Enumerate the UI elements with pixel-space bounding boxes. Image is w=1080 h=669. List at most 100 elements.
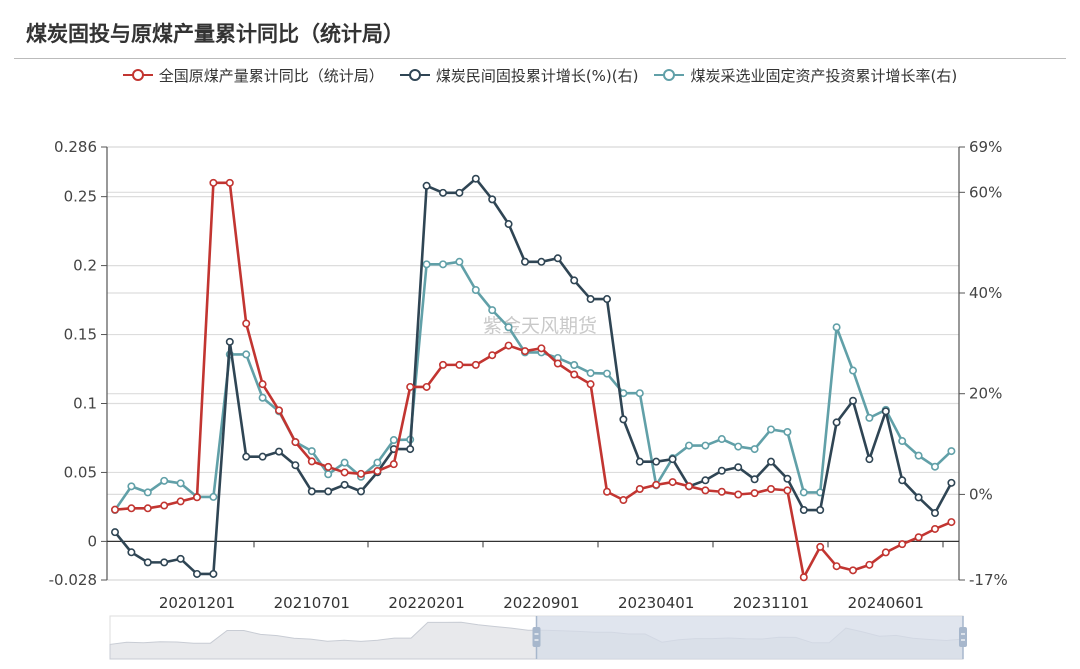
data-point[interactable] — [471, 285, 480, 294]
data-point[interactable] — [898, 540, 907, 549]
data-point[interactable] — [242, 452, 251, 461]
data-point[interactable] — [717, 487, 726, 496]
data-point[interactable] — [340, 458, 349, 467]
data-point[interactable] — [750, 475, 759, 484]
data-point[interactable] — [422, 181, 431, 190]
data-point[interactable] — [160, 558, 169, 567]
data-point[interactable] — [766, 484, 775, 493]
data-zoom-end-handle[interactable] — [959, 627, 967, 647]
data-point[interactable] — [520, 257, 529, 266]
data-point[interactable] — [668, 478, 677, 487]
data-point[interactable] — [176, 497, 185, 506]
data-point[interactable] — [324, 462, 333, 471]
data-point[interactable] — [865, 413, 874, 422]
data-point[interactable] — [701, 486, 710, 495]
legend-item-private-investment[interactable]: 煤炭民间固投累计增长(%)(右) — [399, 65, 638, 86]
data-point[interactable] — [340, 468, 349, 477]
data-point[interactable] — [865, 455, 874, 464]
data-point[interactable] — [520, 347, 529, 356]
data-point[interactable] — [914, 493, 923, 502]
data-point[interactable] — [324, 487, 333, 496]
data-point[interactable] — [176, 554, 185, 563]
data-point[interactable] — [668, 455, 677, 464]
data-point[interactable] — [193, 569, 202, 578]
data-zoom-start-handle[interactable] — [532, 627, 541, 647]
data-point[interactable] — [160, 501, 169, 510]
data-point[interactable] — [324, 470, 333, 479]
data-point[interactable] — [291, 438, 300, 447]
data-point[interactable] — [406, 445, 415, 454]
data-point[interactable] — [127, 548, 136, 557]
data-point[interactable] — [438, 188, 447, 197]
data-point[interactable] — [684, 482, 693, 491]
data-point[interactable] — [553, 359, 562, 368]
data-point[interactable] — [422, 260, 431, 269]
data-point[interactable] — [176, 479, 185, 488]
data-point[interactable] — [258, 393, 267, 402]
data-point[interactable] — [422, 382, 431, 391]
data-point[interactable] — [127, 482, 136, 491]
data-point[interactable] — [799, 573, 808, 582]
data-point[interactable] — [635, 484, 644, 493]
data-point[interactable] — [799, 488, 808, 497]
data-point[interactable] — [356, 487, 365, 496]
data-point[interactable] — [734, 442, 743, 451]
data-point[interactable] — [799, 506, 808, 515]
data-point[interactable] — [455, 360, 464, 369]
data-point[interactable] — [340, 480, 349, 489]
data-zoom-slider[interactable] — [109, 615, 967, 660]
data-point[interactable] — [242, 350, 251, 359]
data-point[interactable] — [701, 441, 710, 450]
data-point[interactable] — [865, 560, 874, 569]
data-point[interactable] — [602, 369, 611, 378]
legend-item-mining-fai[interactable]: 煤炭采选业固定资产投资累计增长率(右) — [654, 65, 957, 86]
data-point[interactable] — [455, 188, 464, 197]
data-point[interactable] — [602, 487, 611, 496]
data-point[interactable] — [898, 437, 907, 446]
data-point[interactable] — [455, 257, 464, 266]
data-point[interactable] — [766, 425, 775, 434]
data-point[interactable] — [848, 366, 857, 375]
data-point[interactable] — [717, 466, 726, 475]
data-point[interactable] — [143, 558, 152, 567]
data-point[interactable] — [471, 174, 480, 183]
data-point[interactable] — [766, 457, 775, 466]
data-point[interactable] — [881, 407, 890, 416]
data-point[interactable] — [307, 447, 316, 456]
data-point[interactable] — [701, 476, 710, 485]
data-point[interactable] — [832, 323, 841, 332]
data-point[interactable] — [848, 566, 857, 575]
data-point[interactable] — [127, 504, 136, 513]
data-point[interactable] — [373, 458, 382, 467]
data-zoom-selected-range[interactable] — [536, 616, 964, 659]
data-point[interactable] — [635, 389, 644, 398]
data-point[interactable] — [783, 474, 792, 483]
data-point[interactable] — [619, 496, 628, 505]
data-point[interactable] — [635, 457, 644, 466]
data-point[interactable] — [947, 478, 956, 487]
data-point[interactable] — [783, 427, 792, 436]
data-point[interactable] — [160, 476, 169, 485]
data-point[interactable] — [258, 380, 267, 389]
data-point[interactable] — [570, 276, 579, 285]
data-point[interactable] — [406, 382, 415, 391]
data-point[interactable] — [488, 306, 497, 315]
data-point[interactable] — [553, 254, 562, 263]
data-point[interactable] — [816, 542, 825, 551]
data-point[interactable] — [602, 295, 611, 304]
data-point[interactable] — [225, 337, 234, 346]
data-point[interactable] — [111, 528, 120, 537]
data-point[interactable] — [914, 451, 923, 460]
data-point[interactable] — [914, 533, 923, 542]
data-point[interactable] — [586, 369, 595, 378]
data-point[interactable] — [389, 436, 398, 445]
data-point[interactable] — [143, 488, 152, 497]
data-point[interactable] — [586, 295, 595, 304]
data-point[interactable] — [734, 463, 743, 472]
data-point[interactable] — [570, 361, 579, 370]
data-point[interactable] — [504, 323, 513, 332]
data-point[interactable] — [537, 257, 546, 266]
data-point[interactable] — [274, 406, 283, 415]
data-point[interactable] — [619, 415, 628, 424]
data-point[interactable] — [898, 476, 907, 485]
